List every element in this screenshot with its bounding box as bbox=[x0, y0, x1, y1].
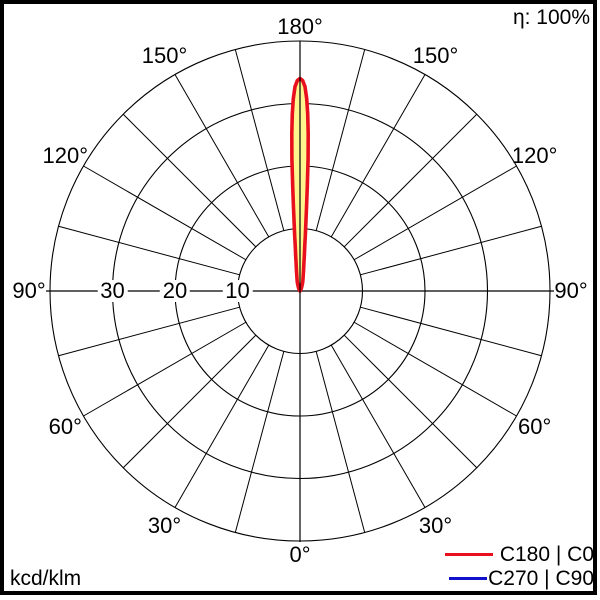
grid-spoke bbox=[330, 74, 426, 238]
grid-spoke bbox=[83, 165, 247, 261]
legend-swatch-red-line bbox=[444, 552, 493, 556]
radial-tick-20: 20 bbox=[159, 280, 191, 302]
radial-tick-10: 10 bbox=[222, 280, 253, 302]
angle-label-30-right: 30° bbox=[418, 512, 453, 538]
grid-spoke bbox=[122, 113, 257, 248]
legend: C180 | C0 C270 | C90 bbox=[444, 542, 594, 590]
grid-spoke bbox=[330, 344, 426, 508]
grid-spoke bbox=[58, 306, 240, 357]
grid-spoke bbox=[353, 165, 517, 261]
angle-label-60-right: 60° bbox=[518, 413, 552, 439]
grid-spoke bbox=[122, 334, 257, 469]
legend-label-c270-c90: C270 | C90 bbox=[488, 566, 594, 590]
legend-item-c180-c0: C180 | C0 bbox=[444, 542, 594, 566]
grid-spoke bbox=[315, 351, 366, 533]
angle-label-120-right: 120° bbox=[511, 142, 558, 168]
grid-spoke bbox=[315, 49, 366, 231]
angle-label-0: 0° bbox=[289, 542, 311, 567]
angle-label-60-left: 60° bbox=[48, 413, 82, 439]
grid-spoke bbox=[353, 321, 517, 417]
grid-spoke bbox=[234, 49, 285, 231]
unit-label: kcd/klm bbox=[10, 567, 82, 590]
grid-spoke bbox=[360, 225, 542, 276]
grid-spoke bbox=[343, 334, 478, 469]
legend-label-c180-c0: C180 | C0 bbox=[499, 542, 594, 566]
grid-spoke bbox=[174, 74, 270, 238]
grid-spoke bbox=[58, 225, 240, 276]
angle-label-30-left: 30° bbox=[147, 512, 182, 538]
angle-label-120-left: 120° bbox=[42, 142, 89, 168]
angle-label-150-right: 150° bbox=[412, 43, 459, 69]
angle-label-150-left: 150° bbox=[141, 43, 188, 69]
angle-label-90-right: 90° bbox=[554, 278, 588, 303]
radial-tick-30: 30 bbox=[97, 280, 128, 302]
grid-spoke bbox=[360, 306, 542, 357]
efficiency-label: η: 100% bbox=[512, 6, 590, 29]
angle-label-180: 180° bbox=[277, 14, 323, 39]
legend-item-c270-c90: C270 | C90 bbox=[445, 566, 594, 590]
grid-spoke bbox=[234, 351, 285, 533]
legend-swatch-blue-line bbox=[449, 576, 488, 580]
grid-spoke bbox=[83, 321, 247, 417]
grid-spoke bbox=[343, 113, 478, 248]
grid-spoke bbox=[174, 344, 270, 508]
angle-label-90-left: 90° bbox=[12, 278, 46, 303]
